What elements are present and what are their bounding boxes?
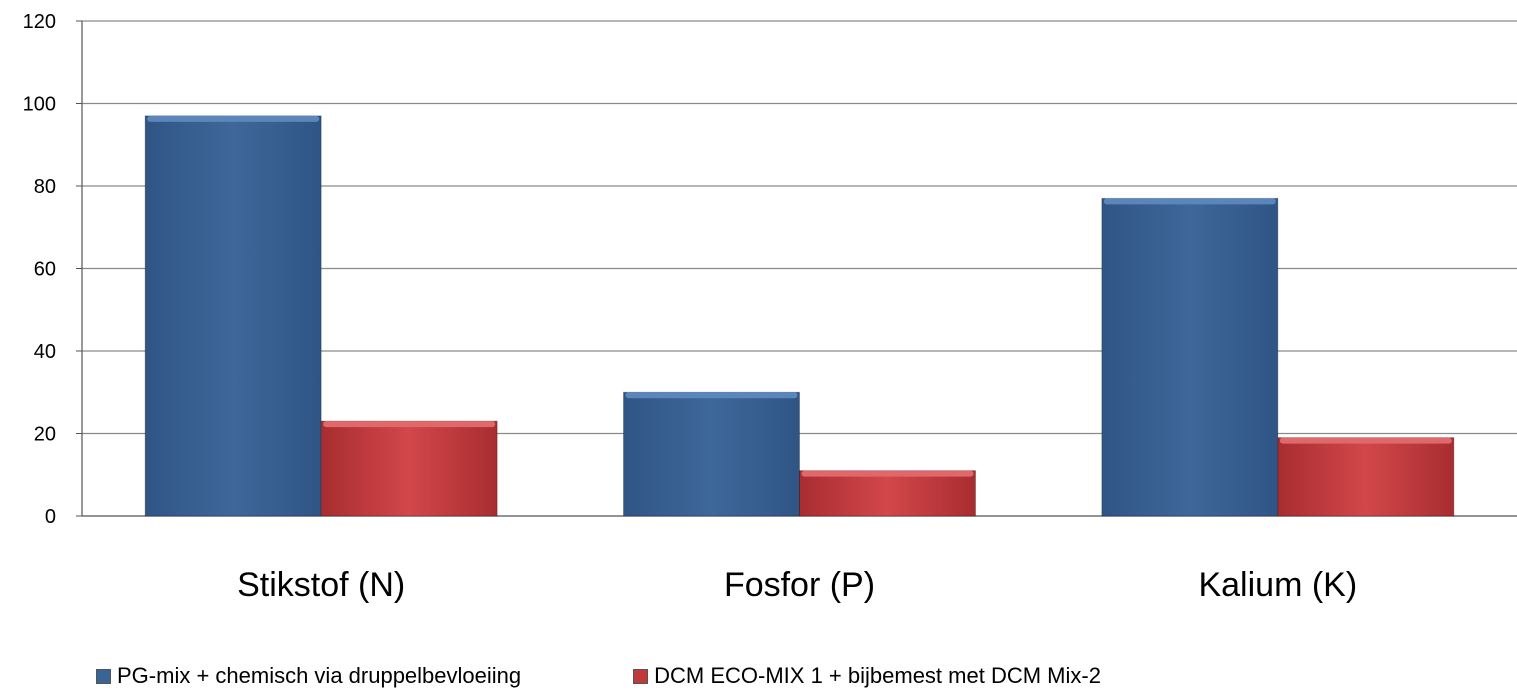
y-tick-label: 60 <box>34 259 56 281</box>
legend-item-series-1: PG-mix + chemisch via druppelbevloeiing <box>96 663 521 689</box>
bar-top-highlight <box>625 392 798 399</box>
bar-series-1 <box>144 115 322 517</box>
legend-swatch-red <box>633 668 649 684</box>
y-tick-label: 120 <box>23 11 56 33</box>
category-label: Fosfor (P) <box>724 566 875 604</box>
bar-series-1 <box>623 391 800 517</box>
y-tick-label: 0 <box>45 506 56 528</box>
legend-label-series-1: PG-mix + chemisch via druppelbevloeiing <box>117 663 522 688</box>
bar-top-highlight <box>801 470 974 477</box>
bar-series-2 <box>1277 437 1455 517</box>
y-tick-label: 20 <box>34 424 56 446</box>
bar-top-highlight <box>1279 437 1452 444</box>
bar-series-2 <box>799 470 976 517</box>
bar-series-1 <box>1101 197 1279 517</box>
y-tick-labels: 0 20 40 60 80 100 120 <box>23 11 56 528</box>
bar-top-highlight <box>323 421 496 428</box>
category-labels: Stikstof (N) Fosfor (P) Kalium (K) <box>237 566 1357 604</box>
bars <box>144 115 1455 517</box>
y-tick-label: 40 <box>34 341 56 363</box>
bar-series-2 <box>320 420 498 517</box>
legend-swatch-blue <box>96 668 111 684</box>
y-tick-label: 100 <box>23 94 56 116</box>
legend: PG-mix + chemisch via druppelbevloeiing … <box>96 663 1101 689</box>
y-tick-label: 80 <box>34 176 56 198</box>
category-label: Stikstof (N) <box>237 566 405 604</box>
legend-label-series-2: DCM ECO-MIX 1 + bijbemest met DCM Mix-2 <box>654 663 1101 688</box>
legend-item-series-2: DCM ECO-MIX 1 + bijbemest met DCM Mix-2 <box>633 663 1101 689</box>
bar-top-highlight <box>147 115 320 122</box>
category-label: Kalium (K) <box>1198 566 1357 604</box>
bar-top-highlight <box>1103 198 1276 205</box>
